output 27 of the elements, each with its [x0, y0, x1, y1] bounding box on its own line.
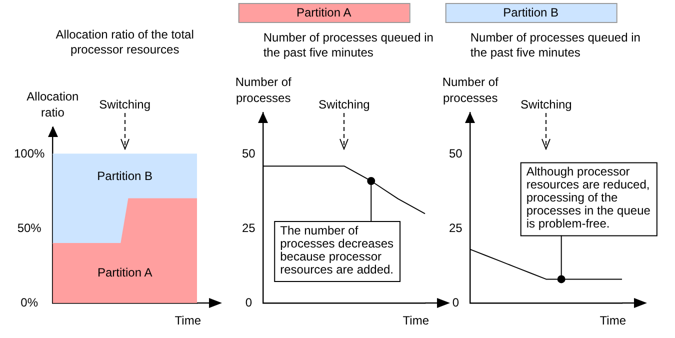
y-tick-label: 0%: [20, 295, 38, 310]
chart-subtitle: Number of processes queued in the past five minutes: [263, 30, 434, 60]
y-tick-label: 50: [448, 146, 463, 161]
y-tick-label: 25: [242, 220, 256, 235]
y-tick-label: 100%: [14, 146, 46, 160]
chart-title: Allocation ratio of the total processor resources: [56, 27, 194, 56]
y-tick-label: 50: [242, 146, 256, 161]
y-tick-label: 0: [452, 295, 460, 310]
series-label: Partition A: [97, 266, 152, 280]
x-axis-title: Time: [402, 313, 430, 328]
text: Switching: [318, 97, 370, 112]
annotation: The number of processes decreases because processor resources are added.: [280, 223, 394, 276]
x-axis-title: Time: [174, 313, 202, 328]
y-tick-label: 0: [245, 295, 252, 310]
y-axis-title: Allocation ratio: [26, 90, 79, 120]
chart-title: Partition B: [503, 5, 559, 20]
x-axis-title: Time: [600, 313, 626, 328]
series-label: Partition B: [97, 168, 153, 183]
annotation: Although processor resources are reduced, processing of the processes in the queue is problem-free.: [526, 164, 651, 231]
y-tick-label: 25: [448, 220, 463, 235]
y-tick-label: 50%: [17, 220, 42, 235]
text: Switching: [99, 97, 151, 112]
chart-subtitle: Number of processes queued in the past five minutes: [470, 30, 640, 60]
y-axis-title: Number of processes: [235, 74, 292, 105]
chart-title: Partition A: [296, 5, 352, 20]
text: Switching: [520, 97, 572, 112]
y-axis-title: Number of processes: [442, 74, 500, 105]
